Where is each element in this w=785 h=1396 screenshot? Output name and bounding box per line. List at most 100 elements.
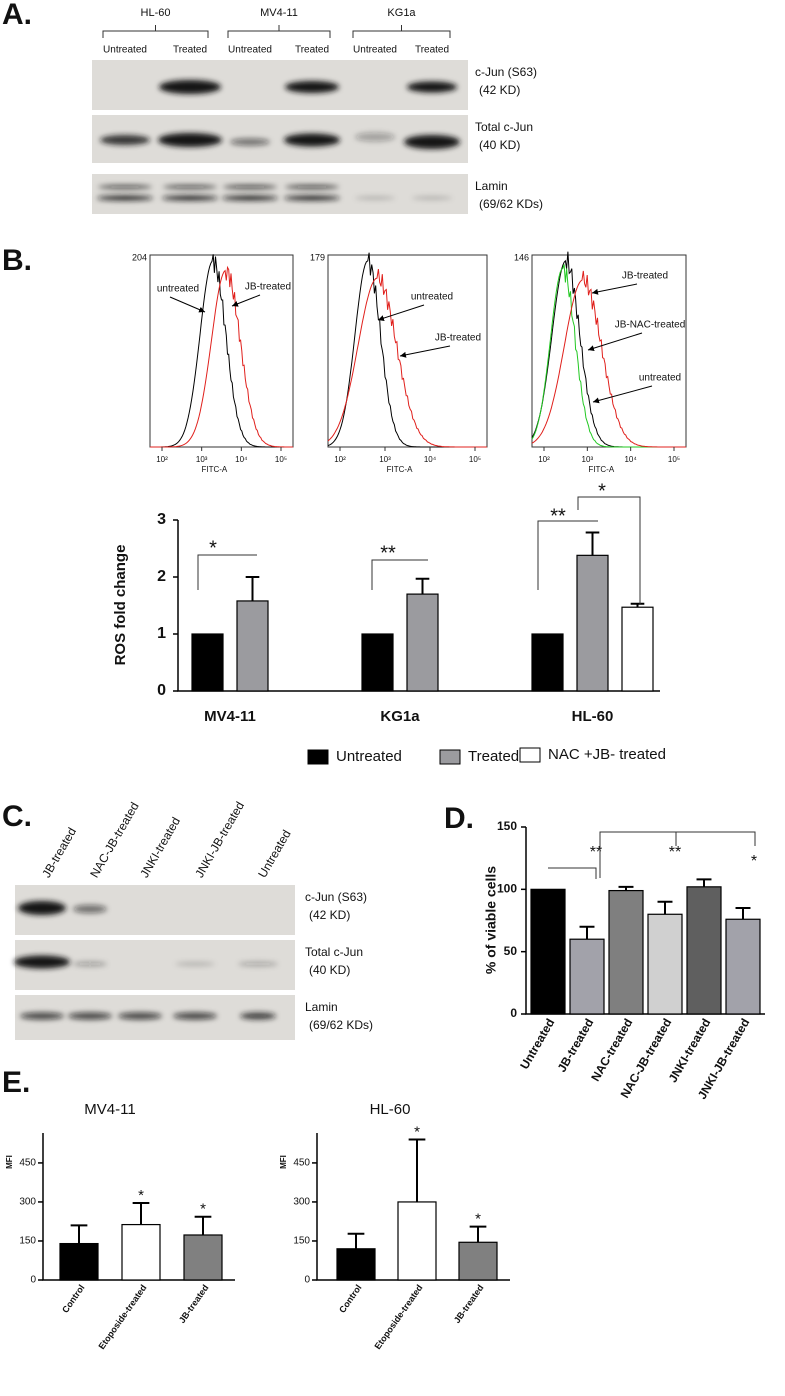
band — [14, 955, 70, 969]
lane-label: JNKI-treated — [137, 815, 183, 880]
bar — [530, 888, 566, 1015]
group-label: MV4-11 — [260, 7, 298, 19]
blot-strip — [92, 174, 468, 214]
band — [118, 1012, 162, 1020]
x-tick-label: JB-treated — [555, 1016, 597, 1074]
histogram-x-tick-label: 10³ — [582, 455, 594, 464]
band — [100, 135, 150, 145]
group-label: KG1a — [387, 7, 416, 19]
lane-label: Untreated — [103, 45, 147, 56]
histogram-frame — [149, 254, 294, 448]
band — [163, 185, 217, 189]
row-sublabel: (40 KD) — [479, 138, 520, 152]
band — [222, 195, 278, 201]
annotation-arrow — [591, 283, 638, 295]
row-label: Lamin — [475, 179, 508, 193]
band — [230, 138, 270, 146]
bar — [121, 1223, 161, 1281]
lane-label: Treated — [415, 45, 449, 56]
significance: ** — [590, 844, 602, 861]
band — [162, 195, 218, 201]
histogram-curve — [531, 270, 686, 448]
chart-title: HL-60 — [370, 1101, 411, 1118]
band — [240, 1012, 276, 1020]
histogram-annotation: JB-treated — [245, 282, 291, 293]
y-tick-label: 150 — [293, 1236, 310, 1247]
band — [284, 195, 340, 201]
band — [97, 195, 153, 201]
x-tick-label: HL-60 — [572, 708, 614, 725]
error-bar — [469, 1225, 487, 1243]
histogram-x-tick-label: 10⁵ — [469, 455, 481, 464]
histogram-x-tick-label: 10⁵ — [668, 455, 680, 464]
significance-bracket — [548, 831, 756, 879]
bar — [569, 938, 605, 1015]
row-label: Total c-Jun — [305, 945, 363, 959]
bar — [236, 600, 269, 692]
y-tick-label: 0 — [304, 1275, 310, 1286]
error-bar — [585, 531, 600, 556]
histogram-x-tick-label: 10⁴ — [624, 455, 637, 464]
histogram-ymax: 146 — [514, 252, 529, 262]
bar — [576, 554, 609, 692]
row-sublabel: (69/62 KDs) — [309, 1018, 373, 1032]
annotation-arrow — [592, 385, 653, 404]
histogram-x-label: FITC-A — [588, 465, 614, 474]
histogram-x-tick-label: 10³ — [196, 455, 208, 464]
bar — [608, 889, 644, 1015]
error-bar — [347, 1232, 365, 1249]
band — [98, 185, 152, 189]
x-tick-label: JB-treated — [177, 1283, 211, 1325]
band — [68, 1012, 112, 1020]
band — [285, 81, 339, 93]
error-bar — [630, 602, 645, 608]
histogram-x-tick-label: 10³ — [379, 455, 391, 464]
y-axis-label: ROS fold change — [112, 545, 129, 666]
band — [285, 185, 339, 189]
y-tick-label: 3 — [157, 511, 166, 528]
histogram-x-tick-label: 10⁵ — [275, 455, 287, 464]
y-tick-label: 0 — [30, 1275, 36, 1286]
lane-label: Treated — [295, 45, 329, 56]
error-bar — [194, 1215, 212, 1235]
row-label: c-Jun (S63) — [475, 65, 537, 79]
histogram-x-tick-label: 10⁴ — [424, 455, 437, 464]
significance: ** — [669, 844, 681, 861]
x-tick-label: Untreated — [517, 1016, 557, 1072]
y-tick-label: 1 — [157, 625, 166, 642]
row-sublabel: (69/62 KDs) — [479, 197, 543, 211]
legend-swatch — [519, 747, 541, 763]
annotation-arrow — [587, 332, 643, 352]
significance: ** — [380, 542, 396, 564]
y-tick-label: 0 — [510, 1006, 517, 1020]
histogram-curve — [327, 269, 487, 448]
band — [18, 901, 66, 915]
panel-label: C. — [2, 800, 32, 833]
row-label: c-Jun (S63) — [305, 890, 367, 904]
band — [73, 961, 107, 967]
y-tick-label: 450 — [19, 1158, 36, 1169]
bar — [361, 633, 394, 692]
lane-label: NAC-JB-treated — [87, 800, 141, 880]
legend-swatch — [307, 749, 329, 765]
band — [158, 133, 222, 147]
legend-swatch — [439, 749, 461, 765]
histogram-ymax: 179 — [310, 252, 325, 262]
histogram-ymax: 204 — [132, 252, 147, 262]
group-label: HL-60 — [141, 7, 171, 19]
band — [73, 905, 107, 913]
significance: * — [414, 1123, 420, 1140]
error-bar — [618, 885, 634, 891]
histogram-annotation: JB-NAC-treated — [615, 320, 686, 331]
row-sublabel: (42 KD) — [309, 908, 350, 922]
error-bar — [657, 900, 673, 915]
band — [355, 196, 395, 200]
error-bar — [132, 1201, 150, 1225]
legend-label: NAC +JB- treated — [548, 746, 666, 763]
group-bracket — [102, 25, 209, 38]
y-tick-label: 0 — [157, 682, 166, 699]
histogram-frame — [531, 254, 687, 448]
annotation-arrow — [169, 296, 206, 313]
blot-strip — [92, 115, 468, 163]
lane-label: Treated — [173, 45, 207, 56]
